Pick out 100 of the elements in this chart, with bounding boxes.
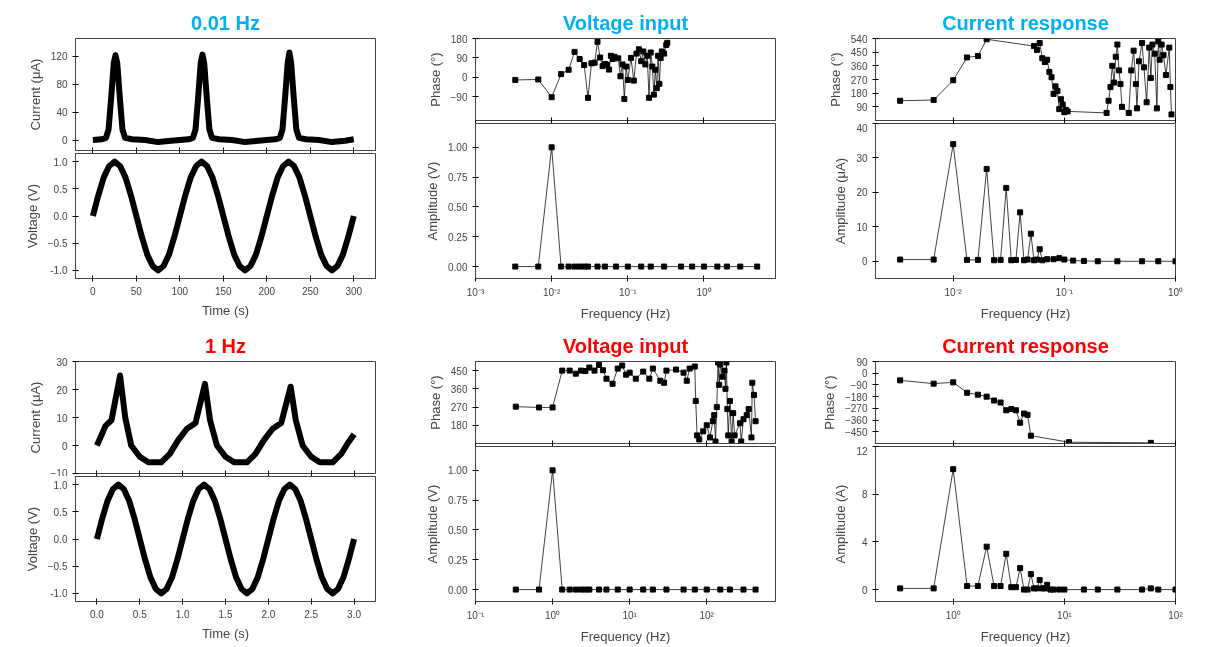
y-tick-label: 540 xyxy=(850,33,868,45)
x-axis-title: Time (s) xyxy=(201,302,250,318)
y-tick-label: 450 xyxy=(450,365,468,377)
x-tick-label: 3.0 xyxy=(347,608,362,620)
y-tick-label: 0 xyxy=(461,72,468,84)
x-tick-label: 1.5 xyxy=(218,608,233,620)
y-tick-label: 0.0 xyxy=(53,534,68,545)
y-axis-title: Amplitude (μA) xyxy=(833,157,849,245)
y-axis-title: Phase (°) xyxy=(427,375,443,430)
y-tick-label: 0.5 xyxy=(53,506,68,518)
y-tick-label: 0.0 xyxy=(53,211,68,222)
y-axis-title: Amplitude (V) xyxy=(425,484,441,564)
y-tick-label: −90 xyxy=(450,91,468,103)
y-tick-label: 270 xyxy=(850,74,868,86)
x-axis-title: Frequency (Hz) xyxy=(980,628,1071,644)
x-tick-label: 10⁰ xyxy=(945,609,961,621)
x-tick-label: 10² xyxy=(699,609,715,621)
y-tick-label: 90 xyxy=(856,356,868,368)
y-tick-label: 10 xyxy=(56,412,68,424)
y-tick-label: −450 xyxy=(844,426,868,438)
y-tick-label: 0.50 xyxy=(448,201,468,213)
y-axis-title: Current (μA) xyxy=(27,58,43,131)
y-tick-label: 90 xyxy=(856,101,868,113)
x-tick-label: 250 xyxy=(301,285,320,297)
y-tick-label: 0 xyxy=(861,584,868,596)
y-tick-label: 1.0 xyxy=(53,479,68,491)
y-axis-title: Current (μA) xyxy=(27,381,43,454)
x-tick-label: 50 xyxy=(130,285,143,297)
x-tick-label: 1.0 xyxy=(175,608,191,620)
x-tick-label: 10⁻³ xyxy=(466,286,485,298)
chart-title: 0.01 Hz xyxy=(191,11,260,34)
y-tick-label: 80 xyxy=(56,79,68,90)
x-tick-label: 10⁰ xyxy=(1167,286,1184,298)
y-tick-label: 20 xyxy=(56,384,68,396)
y-axis-title: Phase (°) xyxy=(427,52,443,107)
chart-title: Voltage input xyxy=(562,11,689,34)
x-tick-label: 2.0 xyxy=(261,608,276,620)
y-tick-label: 360 xyxy=(450,383,468,395)
x-tick-label: 100 xyxy=(171,285,189,297)
x-tick-label: 10⁻¹ xyxy=(619,286,638,298)
y-tick-label: −180 xyxy=(844,391,868,403)
y-tick-label: −10 xyxy=(50,467,68,479)
y-tick-label: -1.0 xyxy=(50,588,68,600)
y-tick-label: 0 xyxy=(61,440,68,452)
y-tick-label: 40 xyxy=(856,122,868,134)
y-tick-label: 180 xyxy=(850,88,868,100)
x-tick-label: 10⁰ xyxy=(545,609,561,621)
chart-title: Current response xyxy=(942,11,1109,34)
chart-title: 1 Hz xyxy=(204,334,247,357)
x-tick-label: 10⁻¹ xyxy=(466,609,485,621)
y-tick-label: 40 xyxy=(56,107,68,118)
y-tick-label: 0 xyxy=(61,135,68,146)
x-tick-label: 10⁻² xyxy=(542,286,562,298)
y-tick-label: 120 xyxy=(50,51,68,62)
y-axis-title: Voltage (V) xyxy=(24,506,40,572)
x-tick-label: 10⁰ xyxy=(696,286,712,298)
y-tick-label: 1.0 xyxy=(53,156,68,168)
y-axis-title: Amplitude (V) xyxy=(425,161,441,241)
y-tick-label: 0.75 xyxy=(448,172,468,184)
y-tick-label: −0.5 xyxy=(47,238,68,250)
y-axis-title: Amplitude (A) xyxy=(833,484,849,564)
y-tick-label: 0.00 xyxy=(448,261,468,273)
y-tick-label: 4 xyxy=(861,536,868,548)
x-tick-label: 200 xyxy=(258,285,276,297)
y-tick-label: 1.00 xyxy=(448,465,468,477)
x-tick-label: 150 xyxy=(214,285,233,297)
y-tick-label: 360 xyxy=(850,60,868,72)
x-tick-label: 0 xyxy=(90,285,97,297)
y-tick-label: 180 xyxy=(450,33,468,45)
y-tick-label: −360 xyxy=(844,415,868,427)
y-tick-label: 0 xyxy=(861,368,868,380)
y-tick-label: 90 xyxy=(456,52,468,64)
y-tick-label: 0 xyxy=(861,256,868,268)
chart-title: Voltage input xyxy=(562,334,689,357)
y-tick-label: -1.0 xyxy=(50,265,68,277)
y-tick-label: 10 xyxy=(856,221,868,233)
y-tick-label: 0.5 xyxy=(53,183,68,195)
y-tick-label: 450 xyxy=(850,47,868,59)
x-tick-label: 10⁻² xyxy=(944,286,963,298)
x-tick-label: 300 xyxy=(345,285,363,297)
y-axis-title: Phase (°) xyxy=(821,375,837,430)
y-tick-label: 1.00 xyxy=(448,142,468,154)
y-tick-label: −90 xyxy=(850,379,868,391)
y-tick-label: 0.75 xyxy=(448,495,468,507)
y-tick-label: −0.5 xyxy=(47,561,68,573)
y-tick-label: 0.50 xyxy=(448,524,468,536)
y-tick-label: 180 xyxy=(450,420,468,432)
x-tick-label: 2.5 xyxy=(304,608,319,620)
y-axis-title: Voltage (V) xyxy=(24,183,40,249)
y-tick-label: 8 xyxy=(861,489,868,501)
chart-title: Current response xyxy=(942,334,1109,357)
y-tick-label: 270 xyxy=(450,402,468,414)
y-tick-label: 0.00 xyxy=(448,584,468,596)
x-axis-title: Time (s) xyxy=(201,625,250,641)
y-tick-label: 0.25 xyxy=(448,231,468,243)
y-tick-label: 30 xyxy=(56,356,68,368)
y-tick-label: 30 xyxy=(856,152,868,164)
y-tick-label: 20 xyxy=(856,187,868,199)
x-tick-label: 10¹ xyxy=(1057,609,1073,621)
x-axis-title: Frequency (Hz) xyxy=(580,628,671,644)
